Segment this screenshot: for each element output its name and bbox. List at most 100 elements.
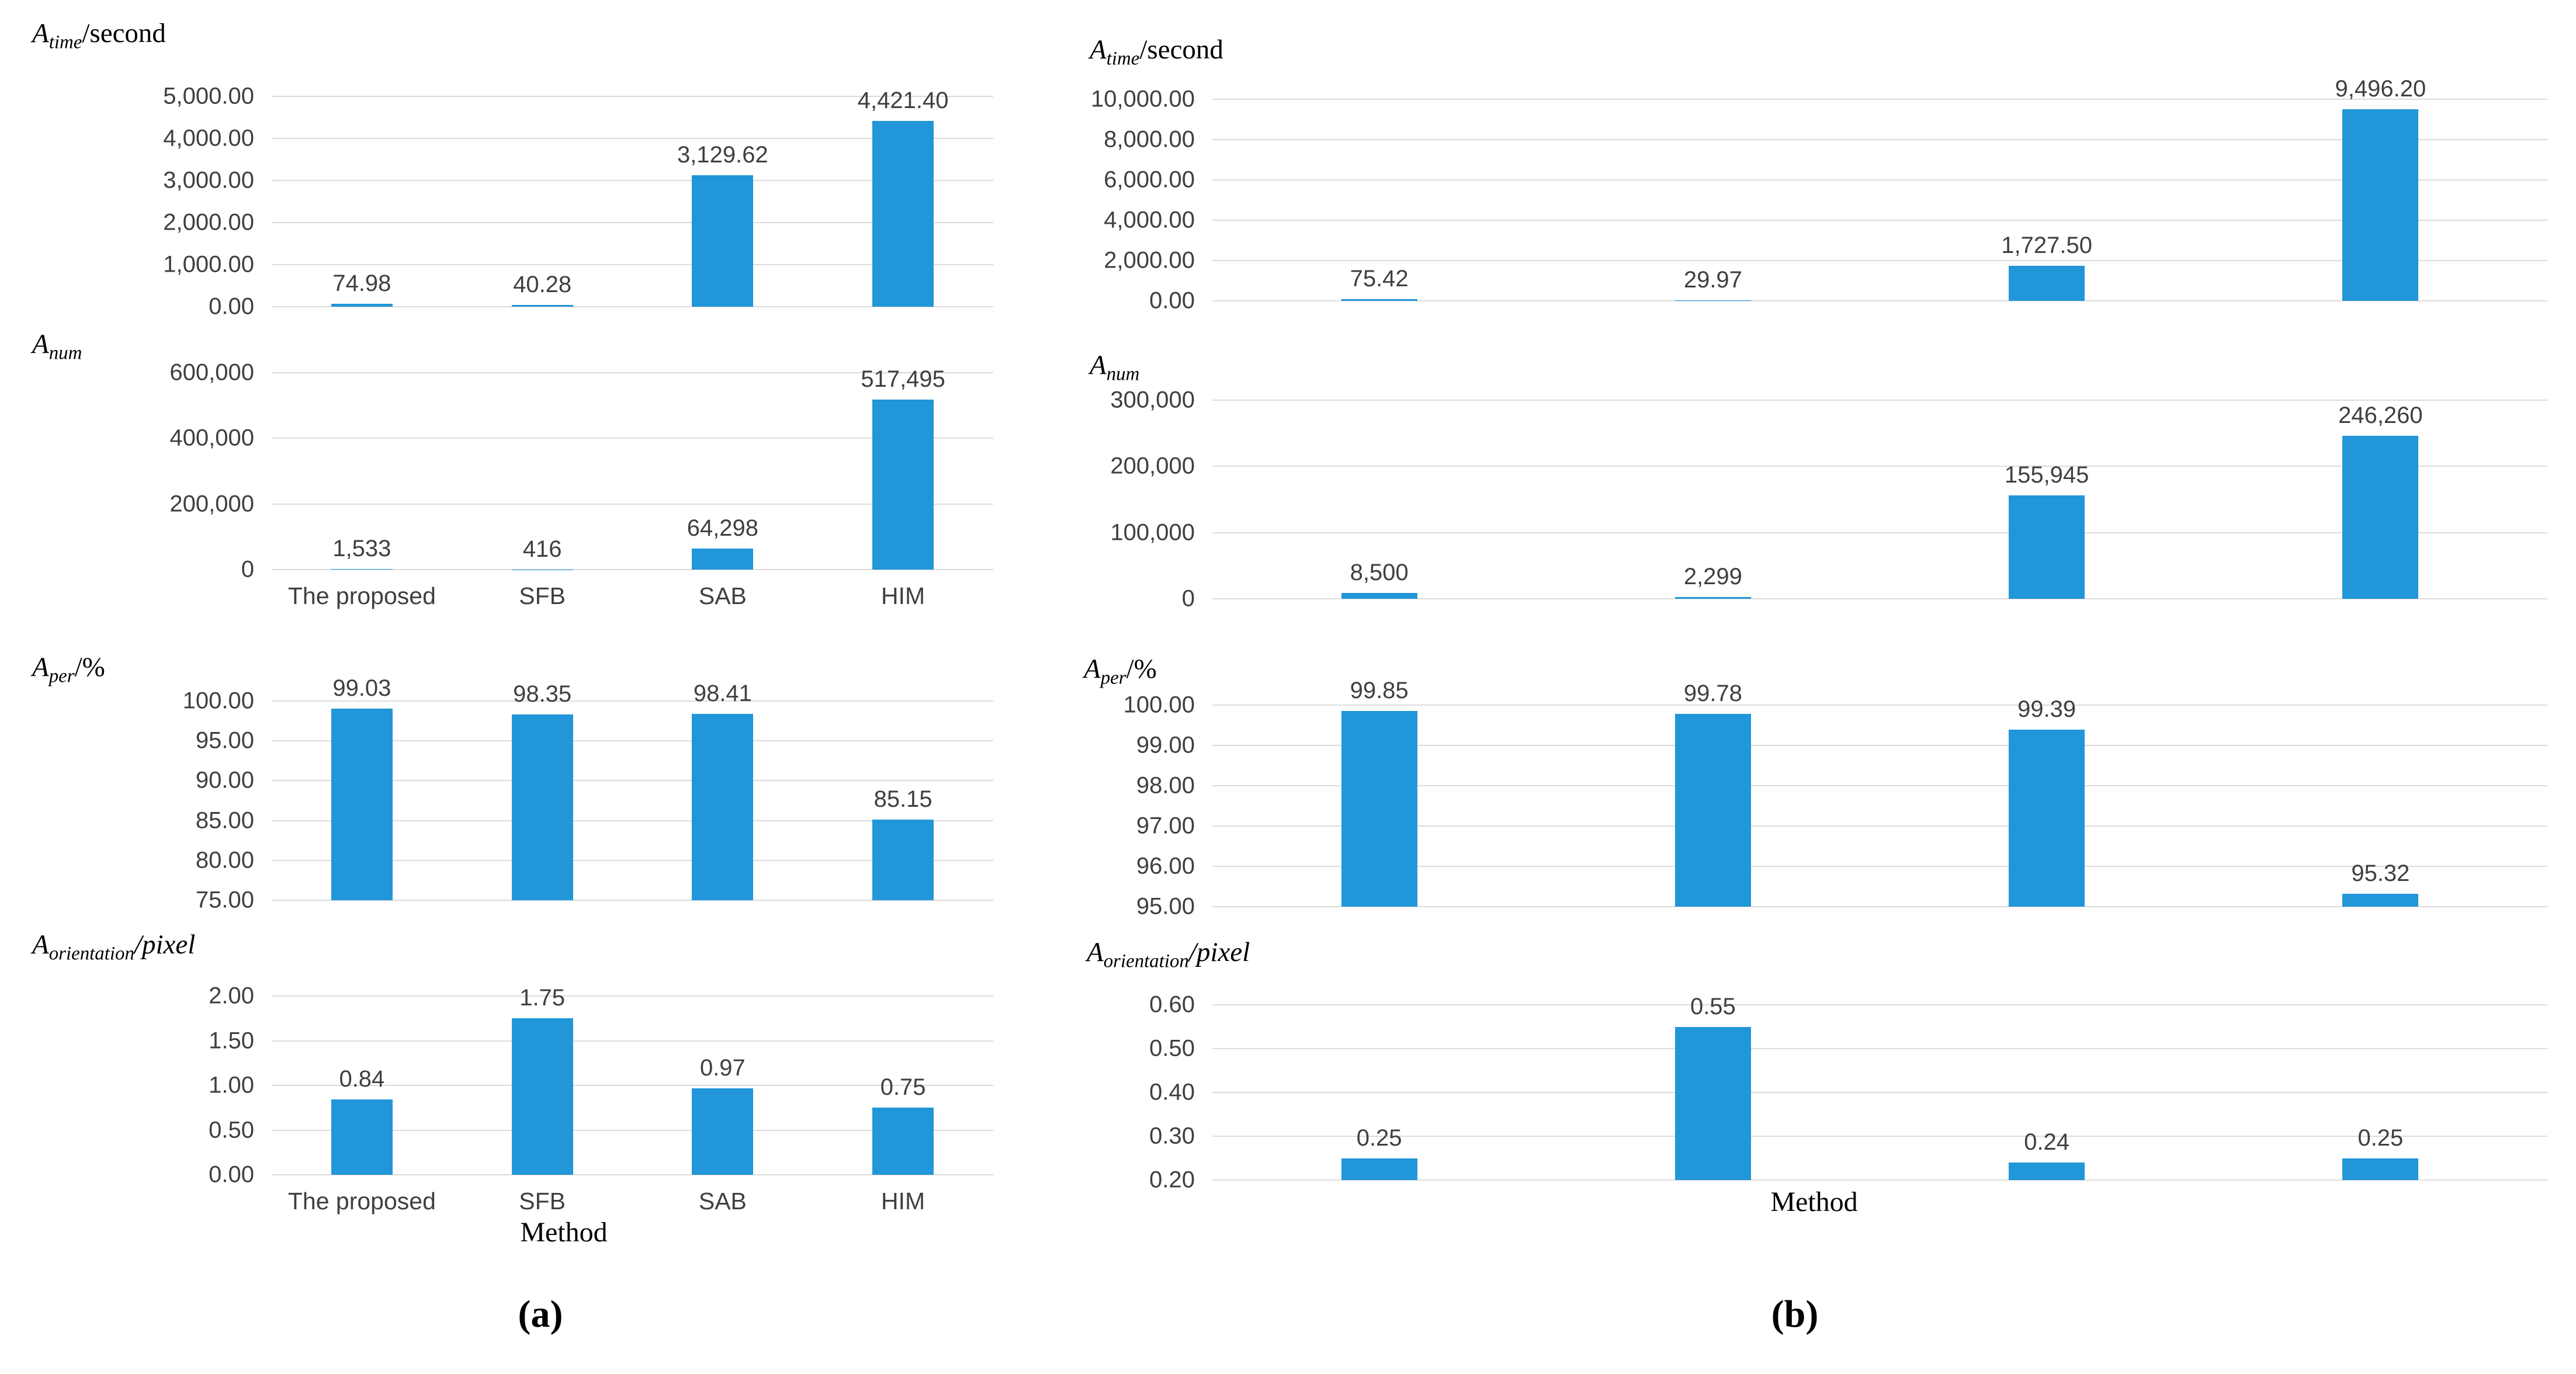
gridline — [1212, 300, 2547, 301]
plot-aorientation-b: 0.60 0.50 0.40 0.30 0.20 0.25 0.55 0.24 0.25 — [1149, 992, 2547, 1193]
plot-aper-b: 100.00 99.00 98.00 97.00 96.00 95.00 99.85 99.7… — [1124, 678, 2547, 920]
bar — [1341, 1158, 1417, 1180]
category-label: SFB — [519, 582, 566, 609]
y-tick-label: 99.00 — [1136, 732, 1195, 758]
bar-value-label: 246,260 — [2338, 402, 2423, 428]
bar-value-label: 98.35 — [513, 681, 572, 707]
bar — [331, 569, 393, 570]
bar-value-label: 0.97 — [699, 1054, 746, 1081]
gridline — [1212, 1048, 2547, 1049]
gridline — [1212, 466, 2547, 467]
bar-value-label: 1,533 — [332, 536, 391, 562]
gridline — [1212, 825, 2547, 827]
y-tick-label: 0.00 — [209, 293, 254, 320]
plot-anum-b: 300,000 200,000 100,000 0 8,500 2,299 155,945 2… — [1110, 387, 2547, 612]
gridline — [272, 820, 993, 821]
gridline — [272, 503, 993, 505]
bar-value-label: 2,299 — [1683, 564, 1742, 590]
category-label: The proposed — [287, 582, 436, 609]
bar-value-label: 85.15 — [873, 786, 932, 812]
gridline — [272, 1040, 993, 1042]
gridline — [1212, 139, 2547, 140]
bar-value-label: 99.85 — [1350, 678, 1409, 704]
bar — [2009, 730, 2085, 907]
bar-value-label: 0.55 — [1690, 993, 1736, 1019]
bar-value-label: 0.84 — [339, 1066, 385, 1092]
bar-value-label: 9,496.20 — [2335, 76, 2426, 102]
bar-value-label: 99.39 — [2017, 696, 2076, 723]
bar-value-label: 29.97 — [1683, 266, 1742, 293]
gridline — [272, 569, 993, 570]
chart-title-aper-a: Aper/% — [32, 652, 105, 687]
bar — [692, 713, 754, 900]
chart-title-aorientation-b: Aorientation/pixel — [1087, 937, 1250, 972]
chart-title-atime-b: Atime/second — [1090, 34, 1223, 70]
plot-aorientation-a: 2.00 1.50 1.00 0.50 0.00 0.84 The proposed 1.75… — [209, 983, 993, 1215]
bar — [511, 1018, 573, 1175]
bar-value-label: 74.98 — [332, 270, 391, 296]
bar — [1341, 593, 1417, 599]
bar-value-label: 8,500 — [1350, 560, 1409, 586]
chart-title-anum-a: Anum — [32, 329, 82, 364]
y-tick-label: 0.30 — [1149, 1123, 1195, 1149]
bar — [2342, 109, 2419, 301]
y-tick-label: 0.60 — [1149, 991, 1195, 1018]
y-tick-label: 1.50 — [209, 1028, 254, 1053]
gridline — [1212, 866, 2547, 867]
y-tick-label: 85.00 — [195, 807, 254, 834]
gridline — [272, 995, 993, 997]
bar-value-label: 0.75 — [880, 1074, 926, 1101]
y-tick-label: 5,000.00 — [163, 83, 254, 109]
y-tick-label: 75.00 — [195, 887, 254, 913]
y-tick-label: 0 — [241, 556, 254, 582]
bar-value-label: 75.42 — [1350, 266, 1409, 292]
y-tick-label: 400,000 — [169, 425, 254, 451]
y-tick-label: 0.50 — [209, 1117, 254, 1143]
gridline — [1212, 705, 2547, 706]
bar-value-label: 0.25 — [1356, 1125, 1402, 1151]
bar — [511, 714, 573, 900]
category-label: SFB — [519, 1188, 566, 1215]
bar — [331, 709, 393, 900]
bar-value-label: 0.25 — [2357, 1125, 2404, 1151]
y-tick-label: 95.00 — [195, 727, 254, 754]
plot-atime-a: 5,000.00 4,000.00 3,000.00 2,000.00 1,000.00… — [163, 84, 993, 320]
y-tick-label: 10,000.00 — [1091, 86, 1195, 112]
bar — [2009, 266, 2085, 301]
y-tick-label: 80.00 — [195, 847, 254, 873]
y-tick-label: 600,000 — [169, 359, 254, 386]
gridline — [1212, 260, 2547, 261]
gridline — [272, 900, 993, 901]
category-label: HIM — [881, 1188, 925, 1215]
gridline — [272, 306, 993, 307]
bar-value-label: 0.24 — [2024, 1129, 2070, 1155]
gridline — [1212, 1136, 2547, 1137]
y-tick-label: 0 — [1181, 585, 1195, 612]
bar — [2009, 1163, 2085, 1180]
y-tick-label: 6,000.00 — [1104, 166, 1195, 193]
bar-value-label: 99.03 — [332, 675, 391, 702]
y-tick-label: 4,000.00 — [163, 125, 254, 151]
bar — [331, 1099, 393, 1175]
gridline — [272, 264, 993, 265]
gridline — [272, 859, 993, 861]
bar — [1674, 300, 1751, 301]
gridline — [272, 700, 993, 702]
bar-value-label: 517,495 — [861, 366, 945, 393]
gridline — [1212, 99, 2547, 100]
gridline — [1212, 400, 2547, 401]
y-tick-label: 0.00 — [1149, 287, 1195, 314]
bar-value-label: 155,945 — [2004, 462, 2089, 488]
bar — [511, 305, 573, 307]
y-tick-label: 1.00 — [209, 1072, 254, 1098]
gridline — [272, 740, 993, 742]
x-axis-title-b: Method — [1770, 1186, 1858, 1217]
gridline — [1212, 906, 2547, 907]
y-tick-label: 95.00 — [1136, 893, 1195, 920]
panel-caption-a: (a) — [518, 1293, 563, 1335]
y-tick-label: 300,000 — [1110, 387, 1195, 413]
bar — [2009, 495, 2085, 599]
y-tick-label: 0.00 — [209, 1161, 254, 1188]
gridline — [1212, 1179, 2547, 1181]
panel-caption-b: (b) — [1771, 1293, 1819, 1335]
